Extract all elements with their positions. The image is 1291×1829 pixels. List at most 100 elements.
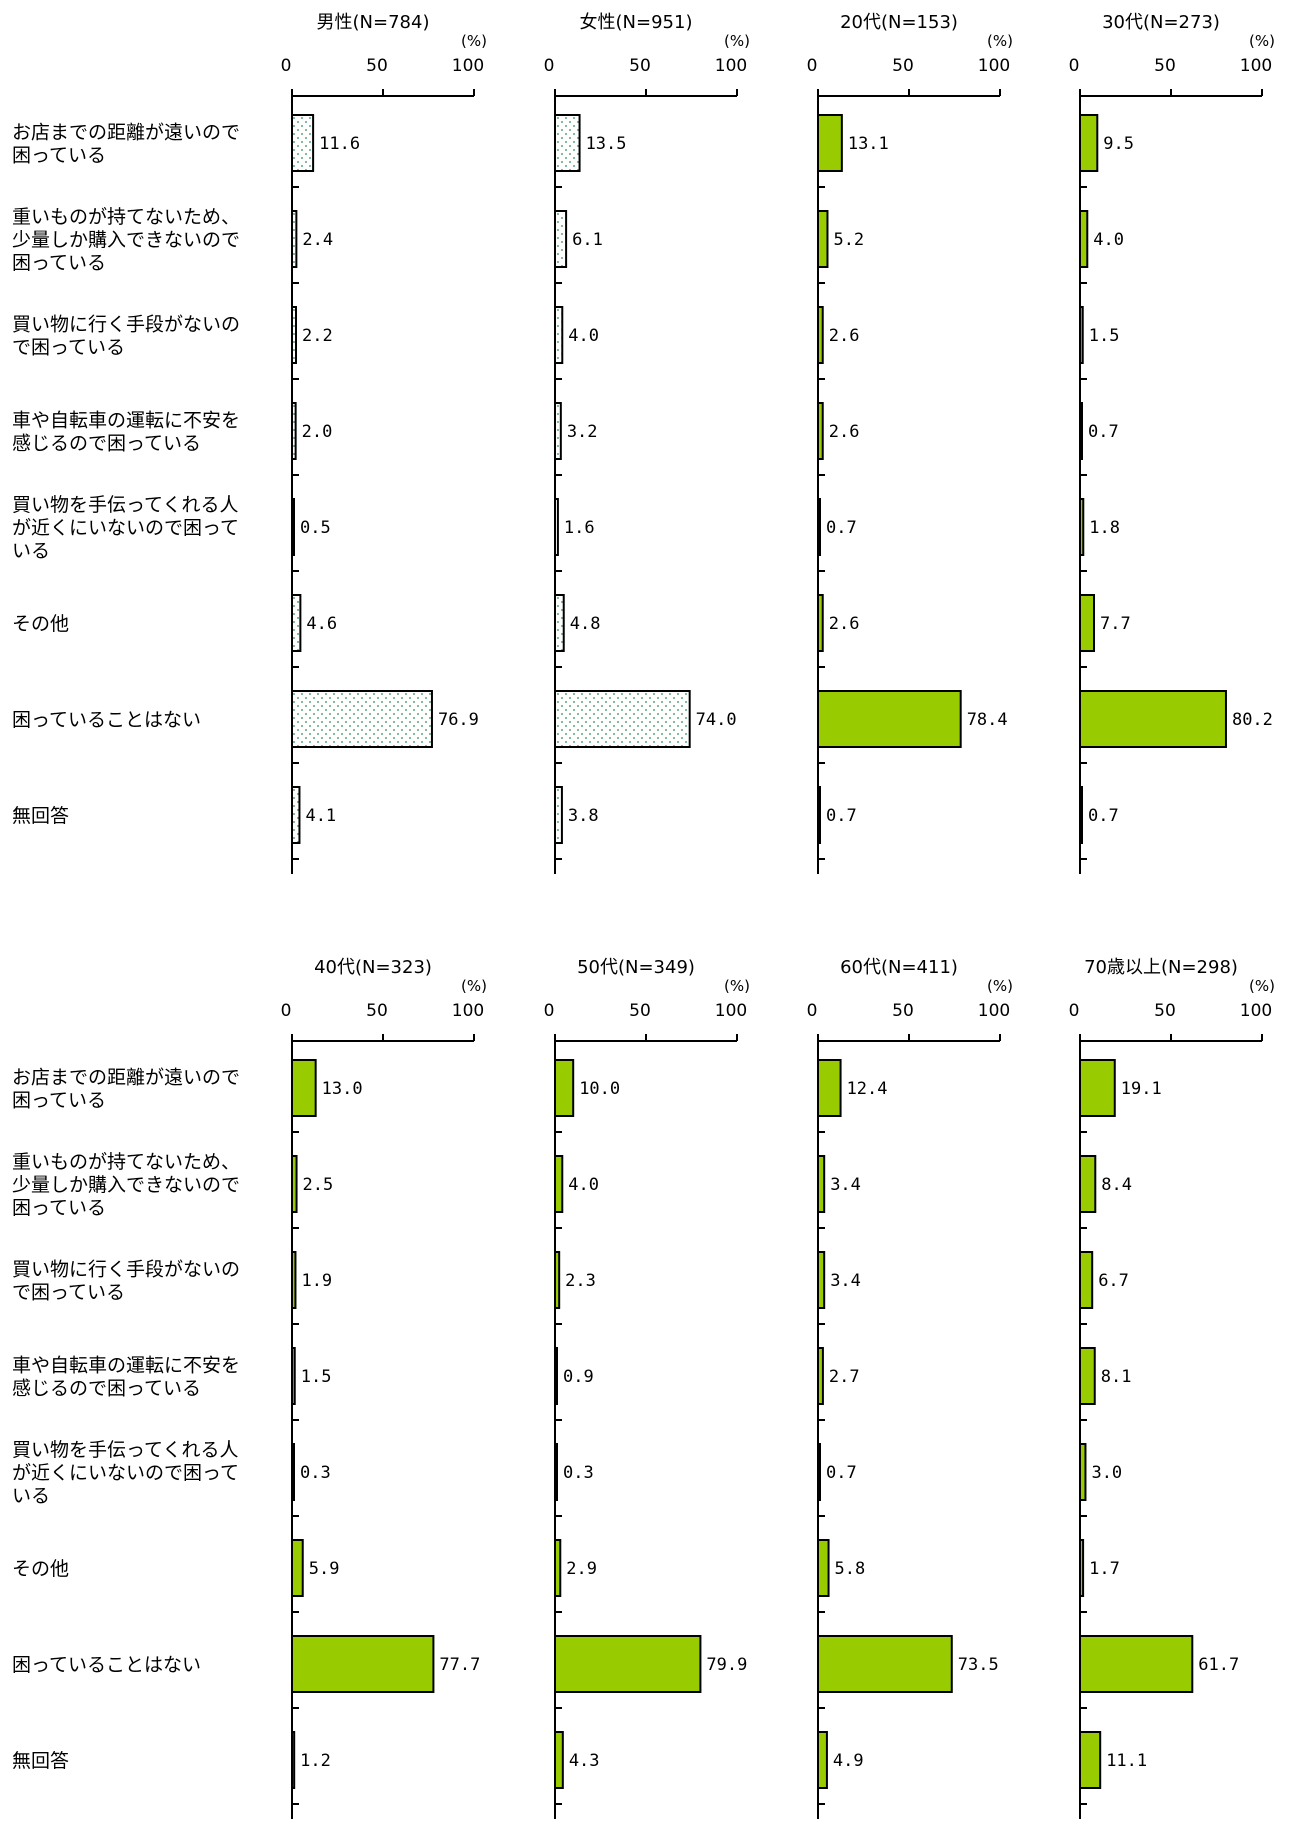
category-label: 無回答 [12, 805, 69, 827]
data-label: 9.5 [1103, 134, 1134, 154]
bar [1079, 594, 1096, 652]
category-labels: お店までの距離が遠いので困っている重いものが持てないため、少量しか購入できないの… [12, 122, 240, 1773]
x-tick-label: 0 [1069, 1001, 1080, 1021]
data-label: 12.4 [847, 1079, 888, 1099]
data-label: 80.2 [1232, 710, 1273, 730]
bar [1079, 1635, 1194, 1693]
data-label: 13.0 [322, 1079, 363, 1099]
data-label: 11.1 [1106, 1751, 1147, 1771]
bar [291, 1347, 296, 1405]
bar [1079, 1347, 1096, 1405]
category-label: 車や自転車の運転に不安を感じるので困っている [12, 1355, 240, 1400]
category-label: 買い物に行く手段がないので困っている [12, 1259, 240, 1304]
data-label: 2.4 [302, 230, 333, 250]
category-label: 無回答 [12, 1750, 69, 1772]
data-label: 7.7 [1100, 614, 1131, 634]
x-tick-label: 0 [807, 56, 818, 76]
data-label: 4.9 [833, 1751, 864, 1771]
data-label: 6.1 [572, 230, 603, 250]
bar [554, 1443, 558, 1501]
category-label: その他 [12, 613, 69, 635]
unit-label: (%) [461, 977, 487, 995]
bar [291, 402, 297, 460]
bar [554, 402, 562, 460]
data-label: 0.7 [826, 1463, 857, 1483]
bar [291, 690, 433, 748]
category-label: 重いものが持てないため、少量しか購入できないので困っている [12, 206, 240, 274]
bar [291, 1155, 298, 1213]
category-label: その他 [12, 1558, 69, 1580]
chart-panel: 50代(N=349) (%) 0 50 100 10.0 4.0 2.3 0.9 0.3 2.9 79… [544, 957, 750, 1819]
data-label: 2.3 [565, 1271, 596, 1291]
data-label: 0.7 [1088, 422, 1119, 442]
x-tick-label: 50 [366, 56, 388, 76]
bar [1079, 114, 1099, 172]
data-label: 4.3 [569, 1751, 600, 1771]
data-label: 5.8 [835, 1559, 866, 1579]
x-tick-label: 50 [629, 1001, 651, 1021]
data-label: 79.9 [706, 1655, 747, 1675]
bar [1079, 498, 1085, 556]
bar [817, 114, 843, 172]
data-label: 4.0 [568, 1175, 599, 1195]
bar [817, 1155, 826, 1213]
bar [291, 1443, 295, 1501]
category-label: お店までの距離が遠いので困っている [12, 122, 240, 167]
data-label: 0.5 [300, 518, 331, 538]
chart-panel: 60代(N=411) (%) 0 50 100 12.4 3.4 3.4 2.7 0.7 5.8 73… [807, 957, 1013, 1819]
x-tick-label: 0 [281, 56, 292, 76]
bar [817, 210, 829, 268]
x-tick-label: 100 [1240, 56, 1272, 76]
bar [554, 498, 559, 556]
data-label: 2.0 [302, 422, 333, 442]
chart-title: 70歳以上(N=298) [1084, 957, 1238, 978]
chart-panel: 70歳以上(N=298) (%) 0 50 100 19.1 8.4 6.7 8.1 3.0 1.7… [1069, 957, 1275, 1819]
bar [1079, 1155, 1097, 1213]
x-tick-label: 100 [452, 56, 484, 76]
bar [291, 1731, 296, 1789]
category-label: 困っていることはない [12, 709, 201, 731]
data-label: 1.2 [300, 1751, 331, 1771]
data-label: 0.7 [826, 518, 857, 538]
bar [817, 1059, 842, 1117]
bar [554, 1731, 564, 1789]
category-label: 買い物を手伝ってくれる人が近くにいないので困っている [12, 1439, 239, 1507]
chart-title: 20代(N=153) [840, 12, 958, 33]
bar [817, 594, 824, 652]
data-label: 1.8 [1089, 518, 1120, 538]
x-tick-label: 100 [715, 56, 747, 76]
data-label: 8.4 [1101, 1175, 1132, 1195]
data-label: 3.4 [830, 1175, 861, 1195]
bar [291, 594, 302, 652]
x-tick-label: 50 [1154, 56, 1176, 76]
x-tick-label: 50 [892, 56, 914, 76]
bar [291, 786, 301, 844]
category-label: お店までの距離が遠いので困っている [12, 1067, 240, 1112]
bar [554, 690, 691, 748]
data-label: 3.4 [830, 1271, 861, 1291]
category-label: 買い物を手伝ってくれる人が近くにいないので困っている [12, 494, 239, 562]
data-label: 1.9 [301, 1271, 332, 1291]
bar [291, 1539, 304, 1597]
x-tick-label: 50 [366, 1001, 388, 1021]
x-tick-label: 100 [452, 1001, 484, 1021]
x-tick-label: 0 [281, 1001, 292, 1021]
bar [1079, 402, 1083, 460]
bar [291, 1059, 317, 1117]
bar [817, 1347, 824, 1405]
bar [1079, 1539, 1085, 1597]
bar [291, 1635, 435, 1693]
chart-panels: 男性(N=784) (%) 0 50 100 11.6 2.4 2.2 2.0 0.5 4.6 76.… [281, 12, 1275, 1819]
category-label: 重いものが持てないため、少量しか購入できないので困っている [12, 1151, 240, 1219]
data-label: 2.6 [829, 614, 860, 634]
data-label: 2.2 [302, 326, 333, 346]
chart-panel: 男性(N=784) (%) 0 50 100 11.6 2.4 2.2 2.0 0.5 4.6 76.… [281, 12, 487, 874]
bar [817, 1539, 830, 1597]
data-label: 11.6 [319, 134, 360, 154]
bar [817, 402, 824, 460]
bar [817, 690, 962, 748]
data-label: 0.3 [300, 1463, 331, 1483]
data-label: 6.7 [1098, 1271, 1129, 1291]
data-label: 4.1 [305, 806, 336, 826]
